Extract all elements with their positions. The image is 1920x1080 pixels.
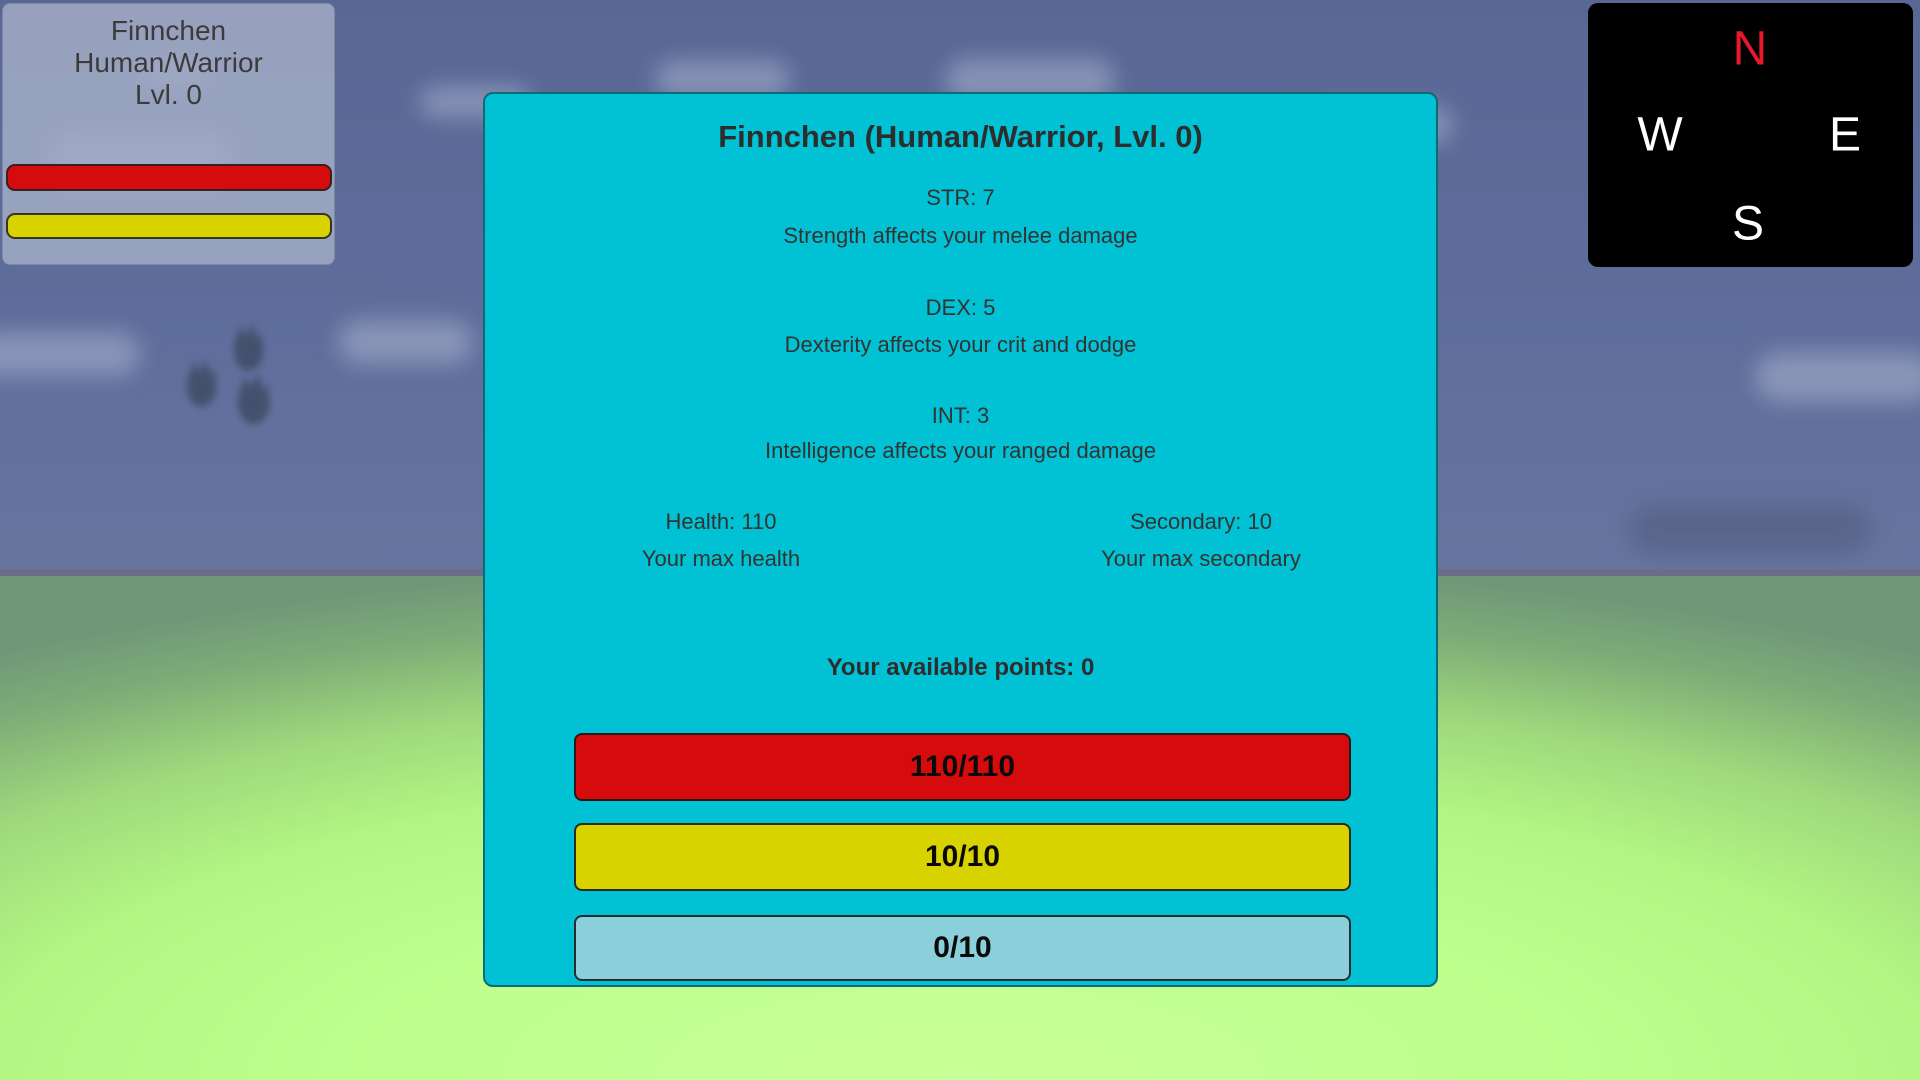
character-name: Finnchen bbox=[110, 15, 227, 46]
character-name-block: Finnchen Human/Warrior Lvl. 0 bbox=[3, 15, 334, 111]
tertiary-bar: 0/10 bbox=[574, 915, 1351, 981]
stat-str-description: Strength affects your melee damage bbox=[783, 223, 1138, 248]
character-level: Lvl. 0 bbox=[135, 79, 202, 110]
stat-int-description: Intelligence affects your ranged damage bbox=[765, 438, 1156, 463]
character-hud-panel: Finnchen Human/Warrior Lvl. 0 bbox=[2, 3, 335, 265]
compass: N W E S bbox=[1588, 3, 1913, 267]
bird-icon bbox=[237, 373, 270, 425]
hud-secondary-bar bbox=[6, 213, 332, 239]
stats-panel-title: Finnchen (Human/Warrior, Lvl. 0) bbox=[718, 119, 1203, 154]
compass-west-label: W bbox=[1637, 108, 1683, 162]
cloud bbox=[0, 332, 140, 376]
health-description: Your max health bbox=[641, 546, 801, 571]
available-points-label: Your available points: 0 bbox=[826, 654, 1095, 681]
compass-east-label: E bbox=[1828, 108, 1862, 162]
character-race-class: Human/Warrior bbox=[74, 47, 263, 78]
bird-icon bbox=[186, 359, 217, 407]
health-stat-block: Health: 110 Your max health bbox=[521, 504, 921, 584]
secondary-description: Your max secondary bbox=[1101, 546, 1301, 571]
cloud bbox=[655, 60, 790, 98]
health-bar-value: 110/110 bbox=[909, 750, 1016, 783]
compass-south-label: S bbox=[1731, 197, 1765, 251]
compass-north-label: N bbox=[1732, 22, 1768, 76]
hud-health-bar bbox=[6, 164, 332, 191]
stat-str-value: STR: 7 bbox=[926, 185, 995, 210]
secondary-stat-block: Secondary: 10 Your max secondary bbox=[1001, 504, 1401, 584]
stat-int-value: INT: 3 bbox=[931, 403, 990, 428]
secondary-bar: 10/10 bbox=[574, 823, 1351, 891]
health-value: Health: 110 bbox=[665, 509, 777, 534]
character-stats-panel: Finnchen (Human/Warrior, Lvl. 0) STR: 7 … bbox=[483, 92, 1438, 987]
secondary-value: Secondary: 10 bbox=[1130, 509, 1272, 534]
stat-dex-description: Dexterity affects your crit and dodge bbox=[784, 332, 1137, 357]
cloud bbox=[1630, 505, 1870, 555]
stat-dex-value: DEX: 5 bbox=[925, 295, 996, 320]
cloud bbox=[338, 320, 473, 364]
cloud bbox=[1755, 352, 1920, 402]
secondary-bar-value: 10/10 bbox=[924, 840, 1001, 873]
health-bar: 110/110 bbox=[574, 733, 1351, 801]
bird-icon bbox=[233, 323, 264, 371]
tertiary-bar-value: 0/10 bbox=[933, 931, 992, 964]
